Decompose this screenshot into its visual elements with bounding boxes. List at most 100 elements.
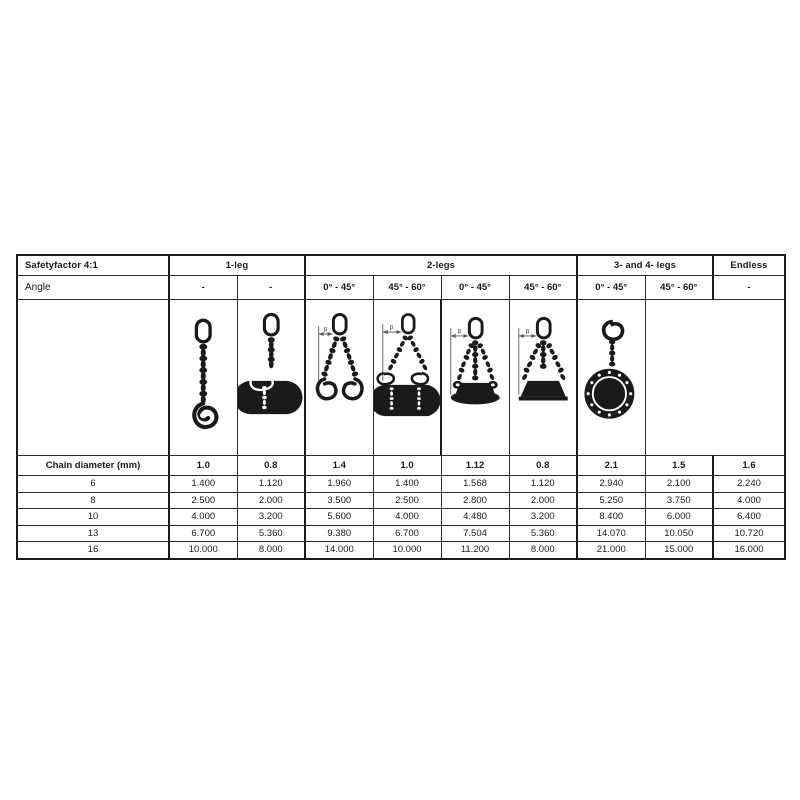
angle-value-2legs-a: 0° - 45° [304, 275, 374, 300]
cell-2legs-a: 1.960 [304, 475, 374, 493]
illustration-endless-sling-loop [576, 299, 646, 456]
illustration-single-leg-choker-sling-cylinder [236, 299, 306, 456]
cell-34legs-b: 6.000 [644, 508, 714, 526]
table-row: 8 2.500 2.000 3.500 2.500 2.800 2.000 5.… [16, 491, 786, 509]
single-leg-straight-sling-icon [192, 318, 219, 429]
cell-34legs-b: 10.050 [644, 524, 714, 542]
row-diameter: 16 [16, 541, 170, 559]
cell-1leg-straight: 1.400 [168, 475, 238, 493]
cell-2legs-choke-a: 7.504 [440, 524, 510, 542]
safetyfactor-label: Safetyfactor 4:1 [16, 254, 170, 276]
cell-2legs-a: 5.600 [304, 508, 374, 526]
illustration-row-spacer [16, 299, 170, 456]
row-diameter: 10 [16, 508, 170, 526]
illustration-three-four-leg-sling-flat-load: β [508, 299, 578, 456]
cell-34legs-a: 8.400 [576, 508, 646, 526]
cell-2legs-a: 9.380 [304, 524, 374, 542]
chain-diameter-label: Chain diameter (mm) [16, 455, 170, 476]
beta-symbol-34leg-b: β [525, 329, 529, 335]
cell-34legs-b: 3.750 [644, 491, 714, 509]
cell-2legs-b: 6.700 [372, 524, 442, 542]
three-four-leg-sling-flat-load-icon: β [517, 316, 568, 400]
illustration-two-leg-choker-sling-cylinder: β [372, 299, 442, 456]
chain-sling-capacity-table: Safetyfactor 4:1 1-leg 2-legs 3- and 4- … [16, 254, 786, 560]
angle-value-2legs-b: 45° - 60° [372, 275, 442, 300]
cell-2legs-a: 3.500 [304, 491, 374, 509]
cell-1leg-choke: 1.120 [236, 475, 306, 493]
factor-1leg-straight: 1.0 [168, 455, 238, 476]
factor-34legs-b: 1.5 [644, 455, 714, 476]
angle-value-34legs-b: 45° - 60° [644, 275, 714, 300]
row-diameter: 6 [16, 475, 170, 493]
cell-2legs-choke-a: 11.200 [440, 541, 510, 559]
cell-1leg-straight: 10.000 [168, 541, 238, 559]
cell-2legs-choke-a: 1.568 [440, 475, 510, 493]
factor-2legs-b: 1.0 [372, 455, 442, 476]
cell-2legs-choke-b: 5.360 [508, 524, 578, 542]
factor-endless: 1.6 [712, 455, 786, 476]
group-header-row: Safetyfactor 4:1 1-leg 2-legs 3- and 4- … [16, 254, 786, 276]
group-header-endless: Endless [712, 254, 786, 276]
illustration-row: β [16, 299, 785, 456]
illustration-two-leg-sling-hooks: β [304, 299, 374, 456]
cell-1leg-straight: 2.500 [168, 491, 238, 509]
group-header-2-legs: 2-legs [304, 254, 578, 276]
angle-value-1leg-choke: - [236, 275, 306, 300]
illustration-single-leg-straight-sling [168, 299, 238, 456]
beta-symbol-34leg-a: β [458, 329, 462, 335]
cell-34legs-a: 21.000 [576, 541, 646, 559]
illustration-three-four-leg-sling-round-load: β [440, 299, 510, 456]
row-diameter: 8 [16, 491, 170, 509]
single-leg-choker-sling-cylinder-icon [237, 312, 303, 414]
factor-1leg-choke: 0.8 [236, 455, 306, 476]
angle-value-2legs-choke-a: 0° - 45° [440, 275, 510, 300]
cell-1leg-straight: 4.000 [168, 508, 238, 526]
cell-endless: 10.720 [712, 524, 786, 542]
two-leg-choker-sling-cylinder-icon: β [373, 312, 440, 416]
chain-diameter-factor-row: Chain diameter (mm) 1.0 0.8 1.4 1.0 1.12… [16, 455, 786, 476]
factor-2legs-choke-a: 1.12 [440, 455, 510, 476]
angle-value-endless: - [712, 275, 786, 300]
factor-34legs-a: 2.1 [576, 455, 646, 476]
group-header-3-and-4-legs: 3- and 4- legs [576, 254, 714, 276]
two-leg-sling-hooks-icon: β [315, 312, 364, 400]
cell-endless: 4.000 [712, 491, 786, 509]
endless-sling-loop-icon [584, 319, 635, 419]
factor-2legs-choke-b: 0.8 [508, 455, 578, 476]
angle-value-1leg-straight: - [168, 275, 238, 300]
cell-1leg-choke: 3.200 [236, 508, 306, 526]
angle-value-34legs-a: 0° - 45° [576, 275, 646, 300]
cell-2legs-choke-a: 2.800 [440, 491, 510, 509]
cell-34legs-b: 15.000 [644, 541, 714, 559]
cell-1leg-straight: 6.700 [168, 524, 238, 542]
cell-34legs-a: 14.070 [576, 524, 646, 542]
cell-2legs-choke-b: 3.200 [508, 508, 578, 526]
cell-34legs-b: 2.100 [644, 475, 714, 493]
beta-symbol-2leg-choke: β [389, 325, 393, 331]
table-row: 16 10.000 8.000 14.000 10.000 11.200 8.0… [16, 541, 786, 559]
table-row: 6 1.400 1.120 1.960 1.400 1.568 1.120 2.… [16, 475, 786, 493]
cell-2legs-choke-a: 4.480 [440, 508, 510, 526]
cell-2legs-choke-b: 2.000 [508, 491, 578, 509]
cell-endless: 16.000 [712, 541, 786, 559]
cell-2legs-choke-b: 8.000 [508, 541, 578, 559]
cell-1leg-choke: 2.000 [236, 491, 306, 509]
angle-row: Angle - - 0° - 45° 45° - 60° 0° - 45° 45… [16, 275, 786, 300]
cell-34legs-a: 2.940 [576, 475, 646, 493]
cell-1leg-choke: 8.000 [236, 541, 306, 559]
table-row: 13 6.700 5.360 9.380 6.700 7.504 5.360 1… [16, 524, 786, 542]
cell-2legs-a: 14.000 [304, 541, 374, 559]
cell-endless: 6.400 [712, 508, 786, 526]
cell-2legs-b: 1.400 [372, 475, 442, 493]
cell-endless: 2.240 [712, 475, 786, 493]
angle-value-2legs-choke-b: 45° - 60° [508, 275, 578, 300]
three-four-leg-sling-round-load-icon: β [450, 316, 500, 404]
cell-2legs-b: 2.500 [372, 491, 442, 509]
group-header-1-leg: 1-leg [168, 254, 306, 276]
cell-2legs-choke-b: 1.120 [508, 475, 578, 493]
cell-34legs-a: 5.250 [576, 491, 646, 509]
cell-2legs-b: 4.000 [372, 508, 442, 526]
cell-1leg-choke: 5.360 [236, 524, 306, 542]
factor-2legs-a: 1.4 [304, 455, 374, 476]
